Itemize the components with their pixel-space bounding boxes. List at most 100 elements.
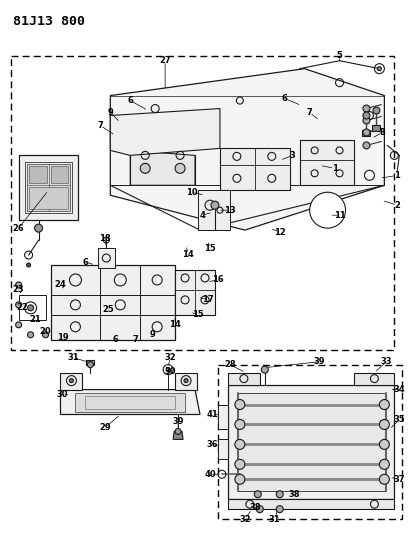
Text: 36: 36 xyxy=(206,440,218,449)
Text: 16: 16 xyxy=(212,276,224,285)
Circle shape xyxy=(377,67,381,71)
Circle shape xyxy=(379,400,389,409)
Text: 7: 7 xyxy=(98,121,103,130)
Circle shape xyxy=(235,419,245,430)
Circle shape xyxy=(211,201,219,209)
Circle shape xyxy=(310,192,346,228)
Text: 31: 31 xyxy=(269,515,281,523)
Circle shape xyxy=(379,419,389,430)
Text: 37: 37 xyxy=(394,475,405,484)
Circle shape xyxy=(16,302,22,308)
Text: 39: 39 xyxy=(172,417,184,426)
Circle shape xyxy=(235,400,245,409)
Polygon shape xyxy=(60,390,200,415)
Text: 23: 23 xyxy=(13,285,24,294)
Text: 33: 33 xyxy=(381,357,392,366)
Circle shape xyxy=(261,366,268,373)
Circle shape xyxy=(87,362,93,368)
Polygon shape xyxy=(29,187,69,209)
Text: 6: 6 xyxy=(282,94,288,103)
Polygon shape xyxy=(173,431,183,439)
Polygon shape xyxy=(228,373,260,385)
Text: 38: 38 xyxy=(249,503,261,512)
Text: 1: 1 xyxy=(332,164,337,173)
Polygon shape xyxy=(75,393,185,411)
Circle shape xyxy=(363,129,370,136)
Circle shape xyxy=(254,491,261,498)
Polygon shape xyxy=(218,405,228,430)
Text: 1: 1 xyxy=(395,171,400,180)
Text: 15: 15 xyxy=(192,310,204,319)
Circle shape xyxy=(175,429,181,434)
Polygon shape xyxy=(51,166,69,183)
Polygon shape xyxy=(98,248,115,268)
Text: 35: 35 xyxy=(394,415,405,424)
Polygon shape xyxy=(130,150,195,185)
Circle shape xyxy=(28,305,33,311)
Text: 34: 34 xyxy=(394,385,405,394)
Text: 25: 25 xyxy=(102,305,114,314)
Text: 6: 6 xyxy=(82,257,89,266)
Circle shape xyxy=(379,439,389,449)
Polygon shape xyxy=(355,373,395,385)
Text: 17: 17 xyxy=(202,295,214,304)
Text: 15: 15 xyxy=(204,244,216,253)
Text: 38: 38 xyxy=(289,490,300,499)
Text: 19: 19 xyxy=(57,333,68,342)
Polygon shape xyxy=(110,69,384,230)
Polygon shape xyxy=(228,499,395,509)
Text: 3: 3 xyxy=(290,151,295,160)
Polygon shape xyxy=(220,148,290,190)
Text: 28: 28 xyxy=(224,360,236,369)
Polygon shape xyxy=(175,373,197,390)
Polygon shape xyxy=(238,393,386,491)
Text: 30: 30 xyxy=(57,390,68,399)
Text: 13: 13 xyxy=(224,206,236,215)
Circle shape xyxy=(379,474,389,484)
Text: 32: 32 xyxy=(164,353,176,362)
Circle shape xyxy=(27,263,31,267)
Circle shape xyxy=(276,506,283,513)
Text: 81J13 800: 81J13 800 xyxy=(13,15,84,28)
Polygon shape xyxy=(51,265,175,340)
Polygon shape xyxy=(29,166,47,183)
Polygon shape xyxy=(299,140,355,185)
Text: 26: 26 xyxy=(13,224,24,232)
Circle shape xyxy=(363,112,370,119)
Polygon shape xyxy=(60,373,82,390)
Text: 7: 7 xyxy=(307,108,313,117)
Text: 10: 10 xyxy=(186,188,198,197)
Circle shape xyxy=(184,378,188,383)
Polygon shape xyxy=(373,125,380,132)
Circle shape xyxy=(235,474,245,484)
Circle shape xyxy=(235,459,245,470)
Polygon shape xyxy=(175,270,215,315)
Text: 31: 31 xyxy=(68,353,79,362)
Text: 22: 22 xyxy=(17,303,29,312)
Text: 20: 20 xyxy=(40,327,51,336)
Text: 30: 30 xyxy=(164,367,176,376)
Text: 41: 41 xyxy=(206,410,218,419)
Circle shape xyxy=(35,224,42,232)
Polygon shape xyxy=(110,109,220,156)
Polygon shape xyxy=(218,439,228,459)
Text: 5: 5 xyxy=(337,51,342,60)
Text: 40: 40 xyxy=(204,470,216,479)
Circle shape xyxy=(69,378,73,383)
Text: 29: 29 xyxy=(100,423,111,432)
Polygon shape xyxy=(19,156,78,220)
Circle shape xyxy=(373,107,380,114)
Text: 8: 8 xyxy=(379,128,385,137)
Text: 2: 2 xyxy=(395,201,400,209)
Circle shape xyxy=(363,117,370,124)
Circle shape xyxy=(175,163,185,173)
Text: 6: 6 xyxy=(127,96,133,105)
Bar xyxy=(218,365,402,519)
Circle shape xyxy=(256,506,263,513)
Text: 27: 27 xyxy=(159,56,171,65)
Polygon shape xyxy=(362,131,370,136)
Circle shape xyxy=(363,105,370,112)
Polygon shape xyxy=(228,385,395,499)
Circle shape xyxy=(276,491,283,498)
Polygon shape xyxy=(86,360,94,365)
